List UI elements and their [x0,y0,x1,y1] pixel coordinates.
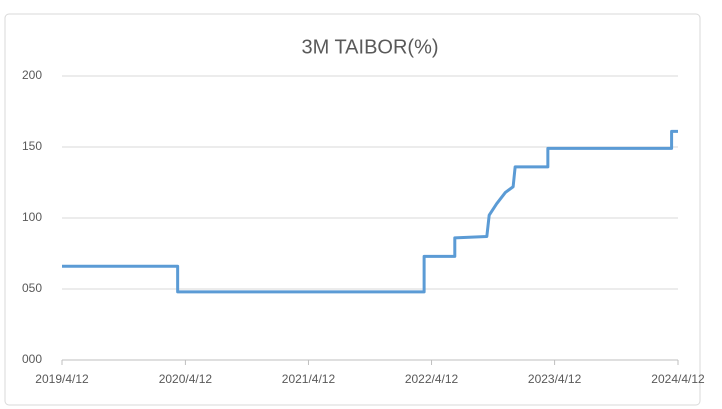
x-tick-label: 2021/4/12 [282,372,336,386]
x-tick-label: 2023/4/12 [528,372,582,386]
x-tick-label: 2022/4/12 [405,372,459,386]
y-tick-label: 000 [22,352,42,366]
series-line [62,129,678,294]
x-tick-label: 2019/4/12 [35,372,89,386]
y-tick-label: 150 [22,139,42,153]
x-tick-label: 2020/4/12 [159,372,213,386]
y-tick-label: 200 [22,68,42,82]
x-tick-label: 2024/4/12 [651,372,705,386]
chart-title: 3M TAIBOR(%) [301,36,438,58]
y-tick-label: 100 [22,210,42,224]
y-tick-label: 050 [22,281,42,295]
chart-frame [4,13,701,406]
